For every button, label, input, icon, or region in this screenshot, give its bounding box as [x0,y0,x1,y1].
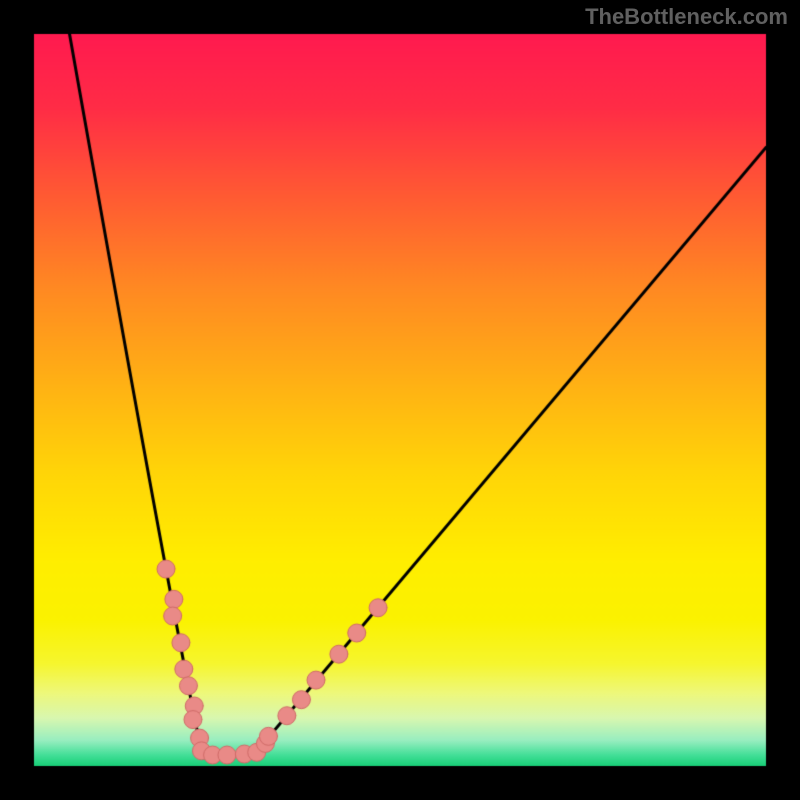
chart-container: TheBottleneck.com [0,0,800,800]
watermark-text: TheBottleneck.com [585,4,788,30]
bottleneck-chart-canvas [0,0,800,800]
